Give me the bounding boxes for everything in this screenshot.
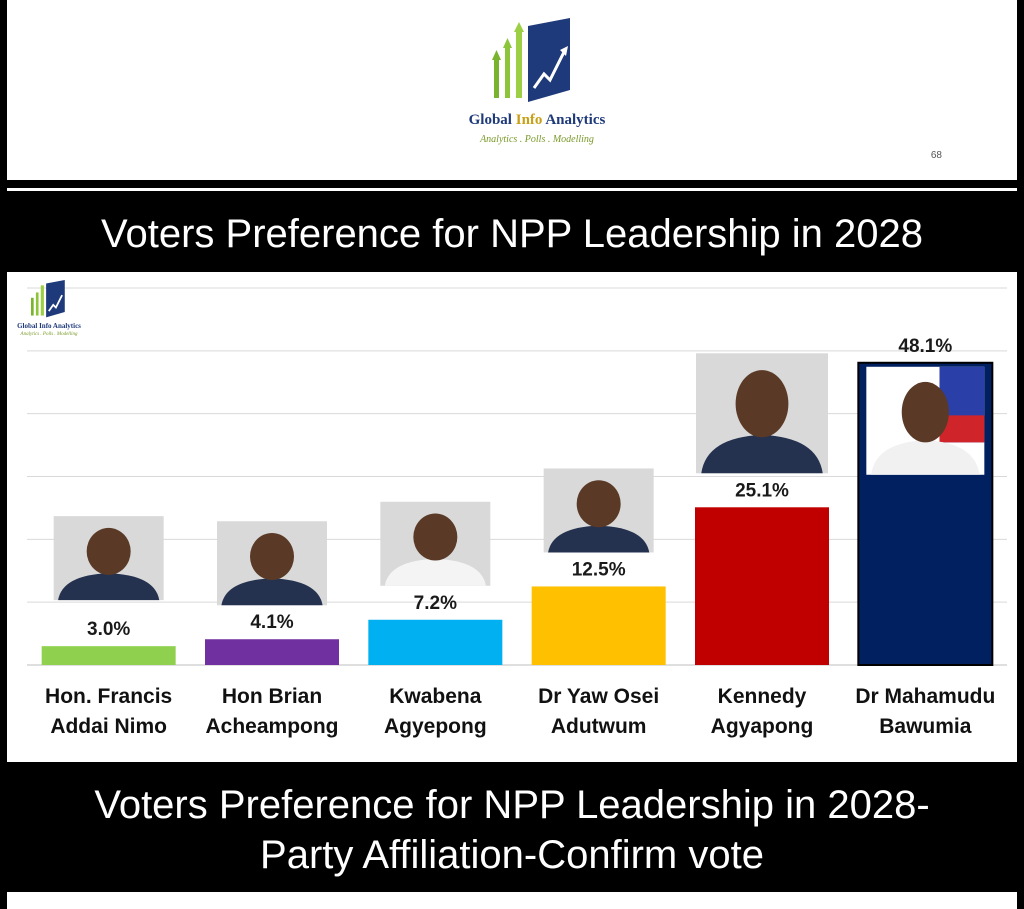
data-label: 12.5% <box>572 559 626 580</box>
next-slide-title-line2: Party Affiliation-Confirm vote <box>260 833 764 877</box>
x-tick-label: Kwabena Agyepong <box>383 685 487 738</box>
divider-line <box>7 188 1017 191</box>
growth-bars-icon <box>31 280 65 318</box>
x-tick-label: Dr Yaw Osei Adutwum <box>538 685 660 738</box>
person-portrait-icon <box>696 353 828 474</box>
slide-top-panel: Global Info Analytics Analytics . Polls … <box>7 0 1017 180</box>
logo-wordmark: Global Info Analytics <box>468 112 606 128</box>
x-tick-label: Kennedy Agyapong <box>710 685 814 738</box>
global-info-analytics-logo: Global Info Analytics Analytics . Polls … <box>447 18 627 148</box>
x-tick-label: Hon. Francis Addai Nimo <box>45 685 173 738</box>
data-label: 48.1% <box>898 336 952 357</box>
chart-panel: 3.0% 4.1% 7.2% 12.5% 25.1% 48.1% Global Info … <box>7 272 1017 762</box>
data-label: 3.0% <box>87 619 130 640</box>
bar-chart: 3.0% 4.1% 7.2% 12.5% 25.1% 48.1% <box>27 287 1007 666</box>
bar <box>695 507 829 665</box>
slide-number: 68 <box>930 150 942 161</box>
bar <box>205 639 339 665</box>
next-slide-title-line1: Voters Preference for NPP Leadership in … <box>94 783 930 827</box>
person-portrait-icon <box>53 516 164 601</box>
small-logo-wordmark: Global Info Analytics <box>17 322 81 330</box>
x-tick-label: Dr Mahamudu Bawumia <box>855 685 996 738</box>
bar <box>531 586 666 665</box>
small-logo-tagline: Analytics . Polls . Modelling <box>20 332 78 337</box>
person-portrait-icon <box>866 366 985 475</box>
small-logo: Global Info Analytics Analytics . Polls … <box>9 280 89 340</box>
bar <box>41 646 176 665</box>
chart-title: Voters Preference for NPP Leadership in … <box>101 212 923 256</box>
logo-tagline: Analytics . Polls . Modelling <box>480 134 594 145</box>
person-portrait-icon <box>217 521 327 606</box>
bar <box>368 619 503 665</box>
next-slide-panel <box>7 892 1017 909</box>
growth-bars-icon <box>492 18 570 102</box>
data-label: 25.1% <box>735 480 789 501</box>
next-slide-title: Voters Preference for NPP Leadership in … <box>7 770 1017 900</box>
data-label: 4.1% <box>250 612 293 633</box>
x-tick-label: Hon Brian Acheampong <box>205 685 339 738</box>
person-portrait-icon <box>380 501 491 586</box>
data-label: 7.2% <box>414 593 457 614</box>
person-portrait-icon <box>543 468 654 553</box>
